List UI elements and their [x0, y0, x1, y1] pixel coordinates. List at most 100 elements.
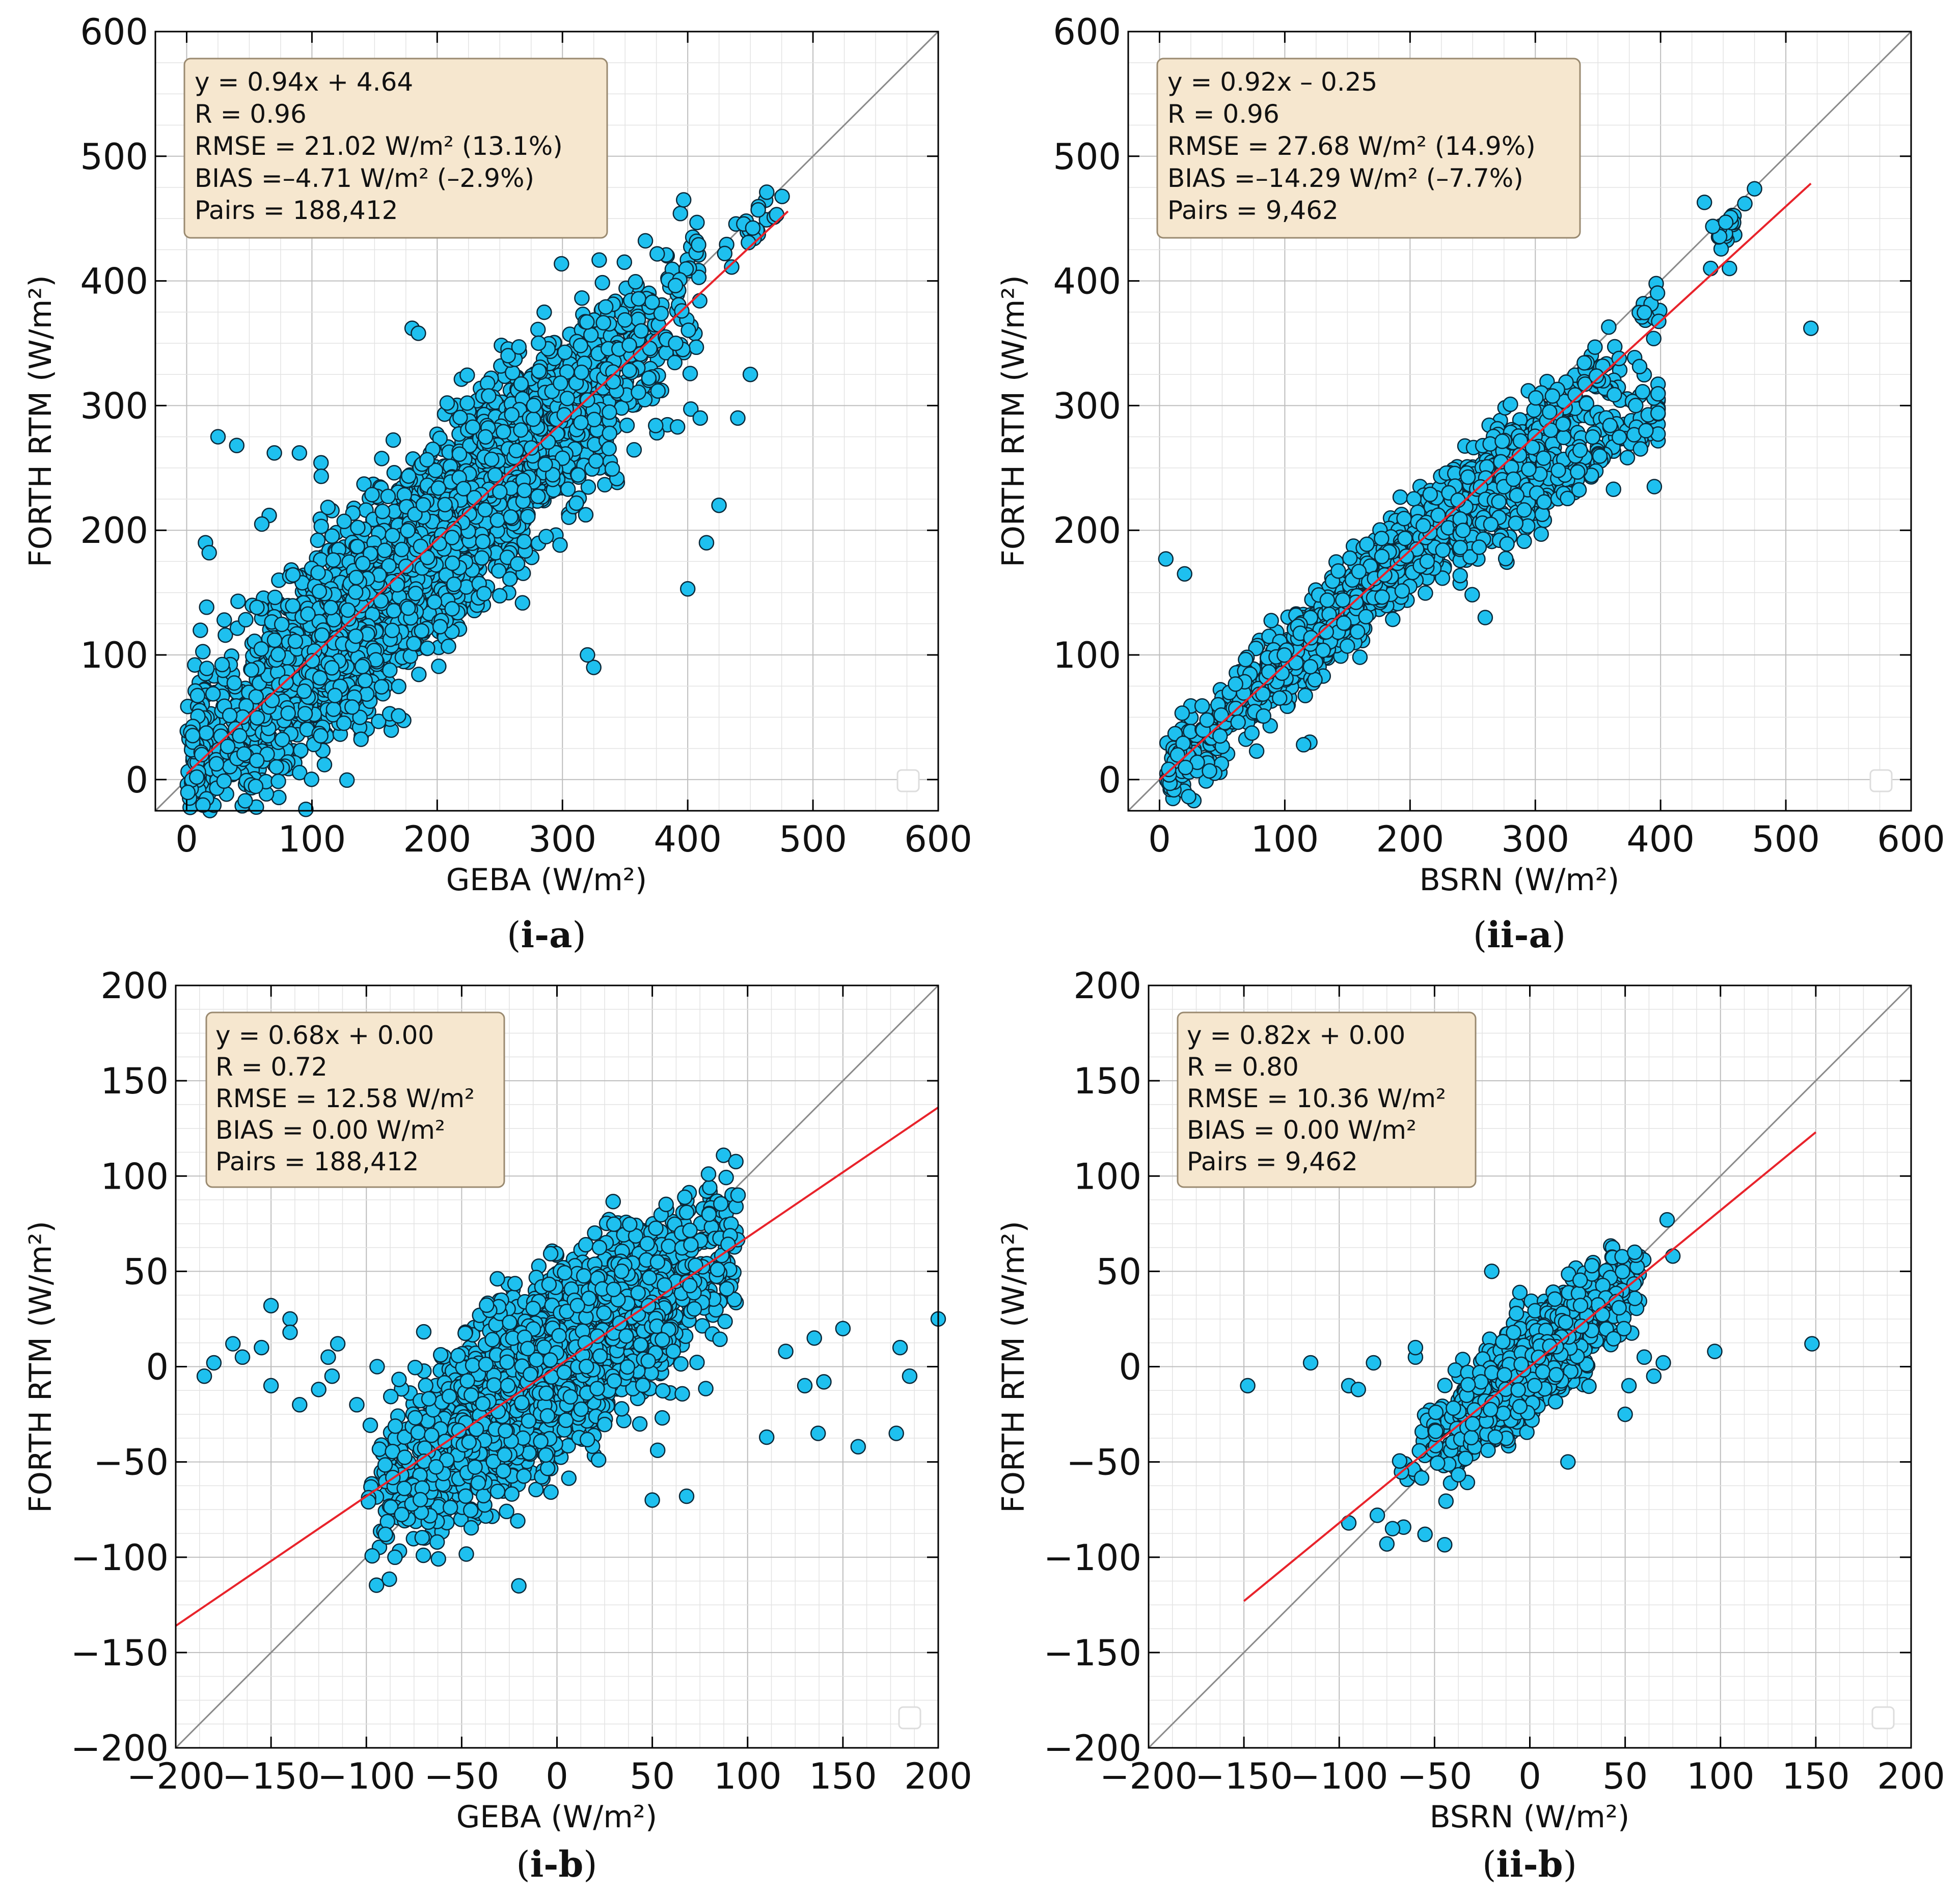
data-point-i-a	[374, 451, 390, 466]
data-point-i-a	[296, 683, 312, 699]
data-point-i-a	[496, 424, 511, 440]
data-point-i-a	[680, 322, 696, 338]
caption-label-i-a: i-a	[521, 914, 572, 956]
data-point-i-a	[481, 388, 497, 404]
y-tick-label-i-a: 300	[80, 385, 148, 427]
data-point-i-a	[698, 535, 715, 551]
data-point-i-a	[750, 202, 766, 218]
stats-r-i-a: R = 0.96	[195, 99, 307, 129]
data-point-i-a	[391, 678, 406, 695]
data-point-i-a	[477, 429, 494, 445]
data-point-i-a	[398, 558, 414, 574]
y-tick-label-i-a: 0	[125, 759, 148, 801]
data-point-i-a	[538, 529, 554, 544]
data-point-i-a	[394, 541, 410, 558]
data-point-i-a	[578, 507, 594, 523]
data-point-i-a	[280, 705, 296, 721]
data-point-i-a	[274, 731, 290, 748]
data-point-i-a	[336, 715, 352, 731]
y-tick-label-i-a: 400	[80, 261, 148, 303]
data-point-i-a	[249, 753, 265, 768]
data-point-i-a	[230, 593, 246, 609]
data-point-ii-a	[1631, 359, 1648, 375]
data-point-i-a	[649, 246, 665, 262]
data-point-i-a	[339, 772, 355, 788]
data-point-ii-a	[1174, 705, 1190, 721]
data-point-i-a	[459, 367, 475, 383]
data-point-i-a	[573, 338, 589, 353]
data-point-i-a	[253, 641, 269, 657]
data-point-i-a	[350, 519, 366, 536]
data-point-i-a	[313, 469, 329, 484]
data-point-i-a	[313, 518, 329, 534]
data-point-i-a	[266, 445, 282, 461]
data-point-i-a	[364, 486, 380, 503]
data-point-i-a	[602, 425, 618, 442]
data-point-i-a	[688, 339, 704, 355]
stats-bias-i-a: BIAS =–4.71 W/m² (–2.9%)	[195, 163, 534, 193]
data-point-i-a	[208, 756, 225, 772]
data-point-ii-a	[1418, 585, 1433, 601]
data-point-i-a	[594, 275, 610, 291]
data-point-i-a	[580, 647, 595, 663]
data-point-i-a	[298, 801, 314, 817]
data-point-i-a	[730, 410, 746, 426]
data-point-i-a	[619, 417, 635, 433]
data-point-i-a	[297, 706, 313, 722]
data-point-i-a	[526, 397, 542, 414]
data-point-i-a	[389, 577, 405, 593]
data-point-i-a	[574, 364, 589, 380]
data-point-i-a	[199, 599, 214, 615]
data-point-i-a	[568, 495, 584, 511]
data-point-i-a	[583, 327, 599, 343]
data-point-i-a	[313, 455, 329, 471]
data-point-i-a	[742, 366, 758, 382]
data-point-i-a	[667, 278, 684, 293]
data-point-i-a	[455, 481, 472, 497]
x-tick-label-i-a: 0	[175, 818, 198, 860]
data-point-i-a	[382, 662, 398, 678]
data-point-i-a	[591, 252, 607, 268]
stats-pairs-i-a: Pairs = 188,412	[195, 196, 398, 225]
data-point-i-a	[385, 528, 400, 543]
data-point-i-a	[509, 556, 526, 572]
data-point-i-a	[588, 453, 604, 469]
data-point-i-a	[637, 233, 654, 249]
data-point-i-a	[602, 404, 617, 420]
caption-paren-left-i-a: (	[507, 914, 521, 956]
data-point-i-a	[451, 446, 468, 462]
data-point-i-a	[601, 441, 617, 456]
data-point-i-a	[198, 725, 214, 741]
data-point-i-a	[769, 207, 785, 223]
data-point-i-a	[513, 376, 529, 392]
y-axis-label-i-a: FORTH RTM (W/m²)	[23, 275, 59, 567]
data-point-i-a	[432, 619, 448, 635]
data-point-i-a	[419, 452, 435, 468]
data-point-i-a	[540, 434, 556, 450]
caption-paren-right-i-a: )	[573, 914, 586, 956]
data-point-i-a	[648, 418, 664, 433]
data-point-i-a	[199, 661, 215, 676]
data-point-i-a	[508, 443, 524, 458]
data-point-i-a	[474, 550, 490, 566]
data-point-i-a	[504, 407, 520, 423]
data-point-i-a	[675, 192, 692, 208]
data-point-i-a	[311, 584, 328, 599]
data-point-i-a	[355, 556, 371, 571]
data-point-i-a	[446, 577, 462, 592]
data-point-i-a	[237, 793, 253, 809]
data-point-i-a	[348, 628, 364, 644]
data-point-i-a	[188, 769, 205, 785]
data-point-i-a	[304, 771, 319, 787]
data-point-i-a	[325, 701, 342, 717]
data-point-i-a	[201, 545, 217, 561]
data-point-i-a	[444, 530, 460, 545]
data-point-i-a	[285, 598, 301, 614]
data-point-i-a	[502, 571, 518, 587]
data-point-i-a	[439, 395, 455, 411]
data-point-i-a	[531, 335, 547, 351]
x-tick-label-i-a: 400	[654, 818, 722, 860]
data-point-i-a	[669, 419, 686, 435]
data-point-ii-a	[1406, 491, 1422, 507]
data-point-i-a	[459, 395, 475, 411]
